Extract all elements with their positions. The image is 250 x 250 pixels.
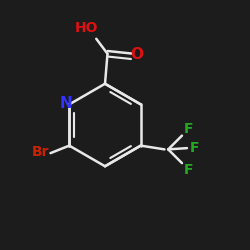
Text: O: O [130, 47, 143, 62]
Text: F: F [190, 141, 199, 155]
Text: F: F [184, 163, 194, 177]
Text: Br: Br [32, 145, 49, 159]
Text: F: F [184, 122, 194, 136]
Text: N: N [60, 96, 73, 110]
Text: HO: HO [75, 21, 99, 35]
